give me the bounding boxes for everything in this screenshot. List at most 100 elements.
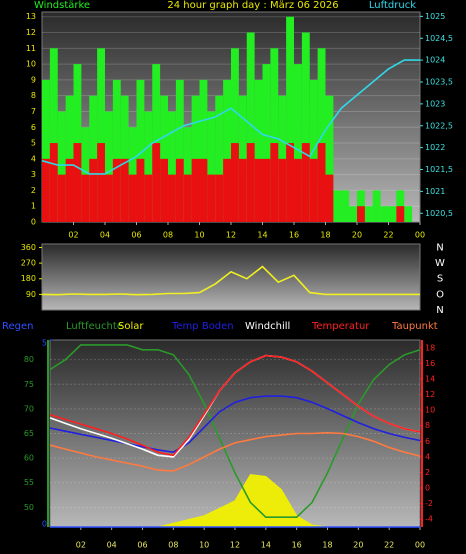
x-tick-label: 00 (415, 541, 425, 550)
wind-bar (73, 143, 82, 222)
wind-bar (294, 158, 302, 222)
y2-tick-label: W (435, 258, 445, 269)
y-tick-label: 10 (26, 60, 36, 69)
wind-bar (270, 143, 279, 222)
x-tick-label: 14 (257, 231, 267, 240)
y2-tick-label: 1020,5 (425, 209, 453, 218)
wind-bar (396, 206, 405, 222)
x-tick-label: 08 (168, 541, 178, 550)
wind-bar (65, 158, 74, 222)
wind-bar (254, 79, 263, 222)
wind-bar (160, 158, 168, 222)
wind-bar (325, 174, 334, 222)
series-line (49, 395, 421, 454)
wind-bar (168, 174, 176, 222)
y-tick-label: 5 (31, 139, 36, 148)
series-line (41, 265, 420, 296)
legend-entry: Solar (118, 321, 144, 332)
wind-bar (388, 206, 397, 222)
y2-tick-label: 16 (425, 359, 435, 368)
y-tick-label: 11 (26, 44, 36, 53)
y-tick-label: 70 (24, 404, 34, 413)
y-tick-label: 55 (24, 478, 34, 487)
y-axis-label: Windstärke (34, 0, 90, 11)
y2-tick-label: 8 (425, 421, 430, 430)
wind-bar (57, 111, 66, 222)
wind-bar (112, 79, 121, 222)
y-tick-label: 80 (24, 355, 34, 364)
y-tick-label: 75 (24, 380, 34, 389)
wind-bar (317, 143, 326, 222)
x-tick-label: 04 (107, 541, 117, 550)
y2-tick-label: 4 (425, 452, 430, 461)
wind-bar (207, 111, 216, 222)
y-tick-label: 65 (24, 429, 34, 438)
wind-bar (404, 206, 413, 222)
x-tick-label: 10 (199, 541, 209, 550)
wind-bar (223, 79, 231, 222)
wind-bar (175, 158, 184, 222)
y2-tick-label: 1023 (425, 99, 445, 108)
wind-bar (254, 158, 263, 222)
y2-tick-label: 1021,5 (425, 165, 453, 174)
wind-bar (215, 174, 224, 222)
wind-bar (136, 79, 145, 222)
y-tick-label: 60 (24, 454, 34, 463)
y-tick-label: 270 (21, 259, 36, 268)
y-tick-label: 50 (24, 503, 34, 512)
y2-tick-label: 1024 (425, 56, 445, 65)
x-tick-label: 18 (322, 541, 332, 550)
y2-tick-label: 1021 (425, 187, 445, 196)
y2-tick-label: 18 (425, 343, 435, 352)
x-tick-label: 06 (137, 541, 147, 550)
y-tick-label: 6 (31, 123, 36, 132)
y2-tick-label: N (436, 242, 443, 253)
wind-bar (380, 206, 389, 222)
wind-bar (152, 143, 161, 222)
wind-bar (144, 174, 153, 222)
y-tick-label: 8 (31, 91, 36, 100)
y2-tick-label: -4 (425, 515, 433, 524)
wind-bar (97, 143, 105, 222)
x-tick-label: 14 (261, 541, 271, 550)
y2-tick-label: 1025 (425, 12, 445, 21)
wind-bar (294, 64, 302, 223)
x-tick-label: 04 (100, 231, 110, 240)
y-tick-label: 3 (31, 170, 36, 179)
wind-bar (238, 158, 247, 222)
x-tick-label: 16 (292, 541, 302, 550)
wind-bar (42, 158, 50, 222)
y2-tick-label: S (437, 274, 443, 285)
wind-bar (97, 48, 105, 222)
y2-tick-label: 14 (425, 374, 435, 383)
wind-bar (57, 174, 66, 222)
y-tick-label: 7 (31, 107, 36, 116)
y2-tick-label: 1023,5 (425, 78, 453, 87)
y-tick-label: 9 (31, 75, 36, 84)
y-tick-label: 180 (21, 274, 36, 283)
wind-bar (246, 32, 255, 222)
wind-bar (372, 190, 381, 222)
y2-tick-label: 2 (425, 468, 430, 477)
wind-bar (262, 158, 271, 222)
wind-bar (333, 190, 342, 222)
y2-tick-label: N (436, 305, 443, 316)
series-line (49, 354, 421, 457)
legend-entry: Temperatur (311, 321, 370, 332)
wind-bar (191, 158, 200, 222)
chart-title: 24 hour graph day : März 06 2026 (167, 0, 338, 11)
y-tick-label: 360 (21, 243, 36, 252)
x-tick-label: 16 (289, 231, 299, 240)
y2-tick-label: 1022,5 (425, 121, 453, 130)
wind-bar (270, 48, 279, 222)
y-tick-label: 1 (31, 202, 36, 211)
wind-bar (286, 16, 294, 222)
wind-bar (246, 143, 255, 222)
x-tick-label: 20 (352, 231, 362, 240)
wind-bar (215, 95, 224, 222)
y3-tick-label: 5 (42, 339, 47, 348)
wind-bar (349, 206, 357, 222)
y2-axis-label: Luftdruck (369, 0, 416, 11)
series-line (49, 344, 421, 518)
